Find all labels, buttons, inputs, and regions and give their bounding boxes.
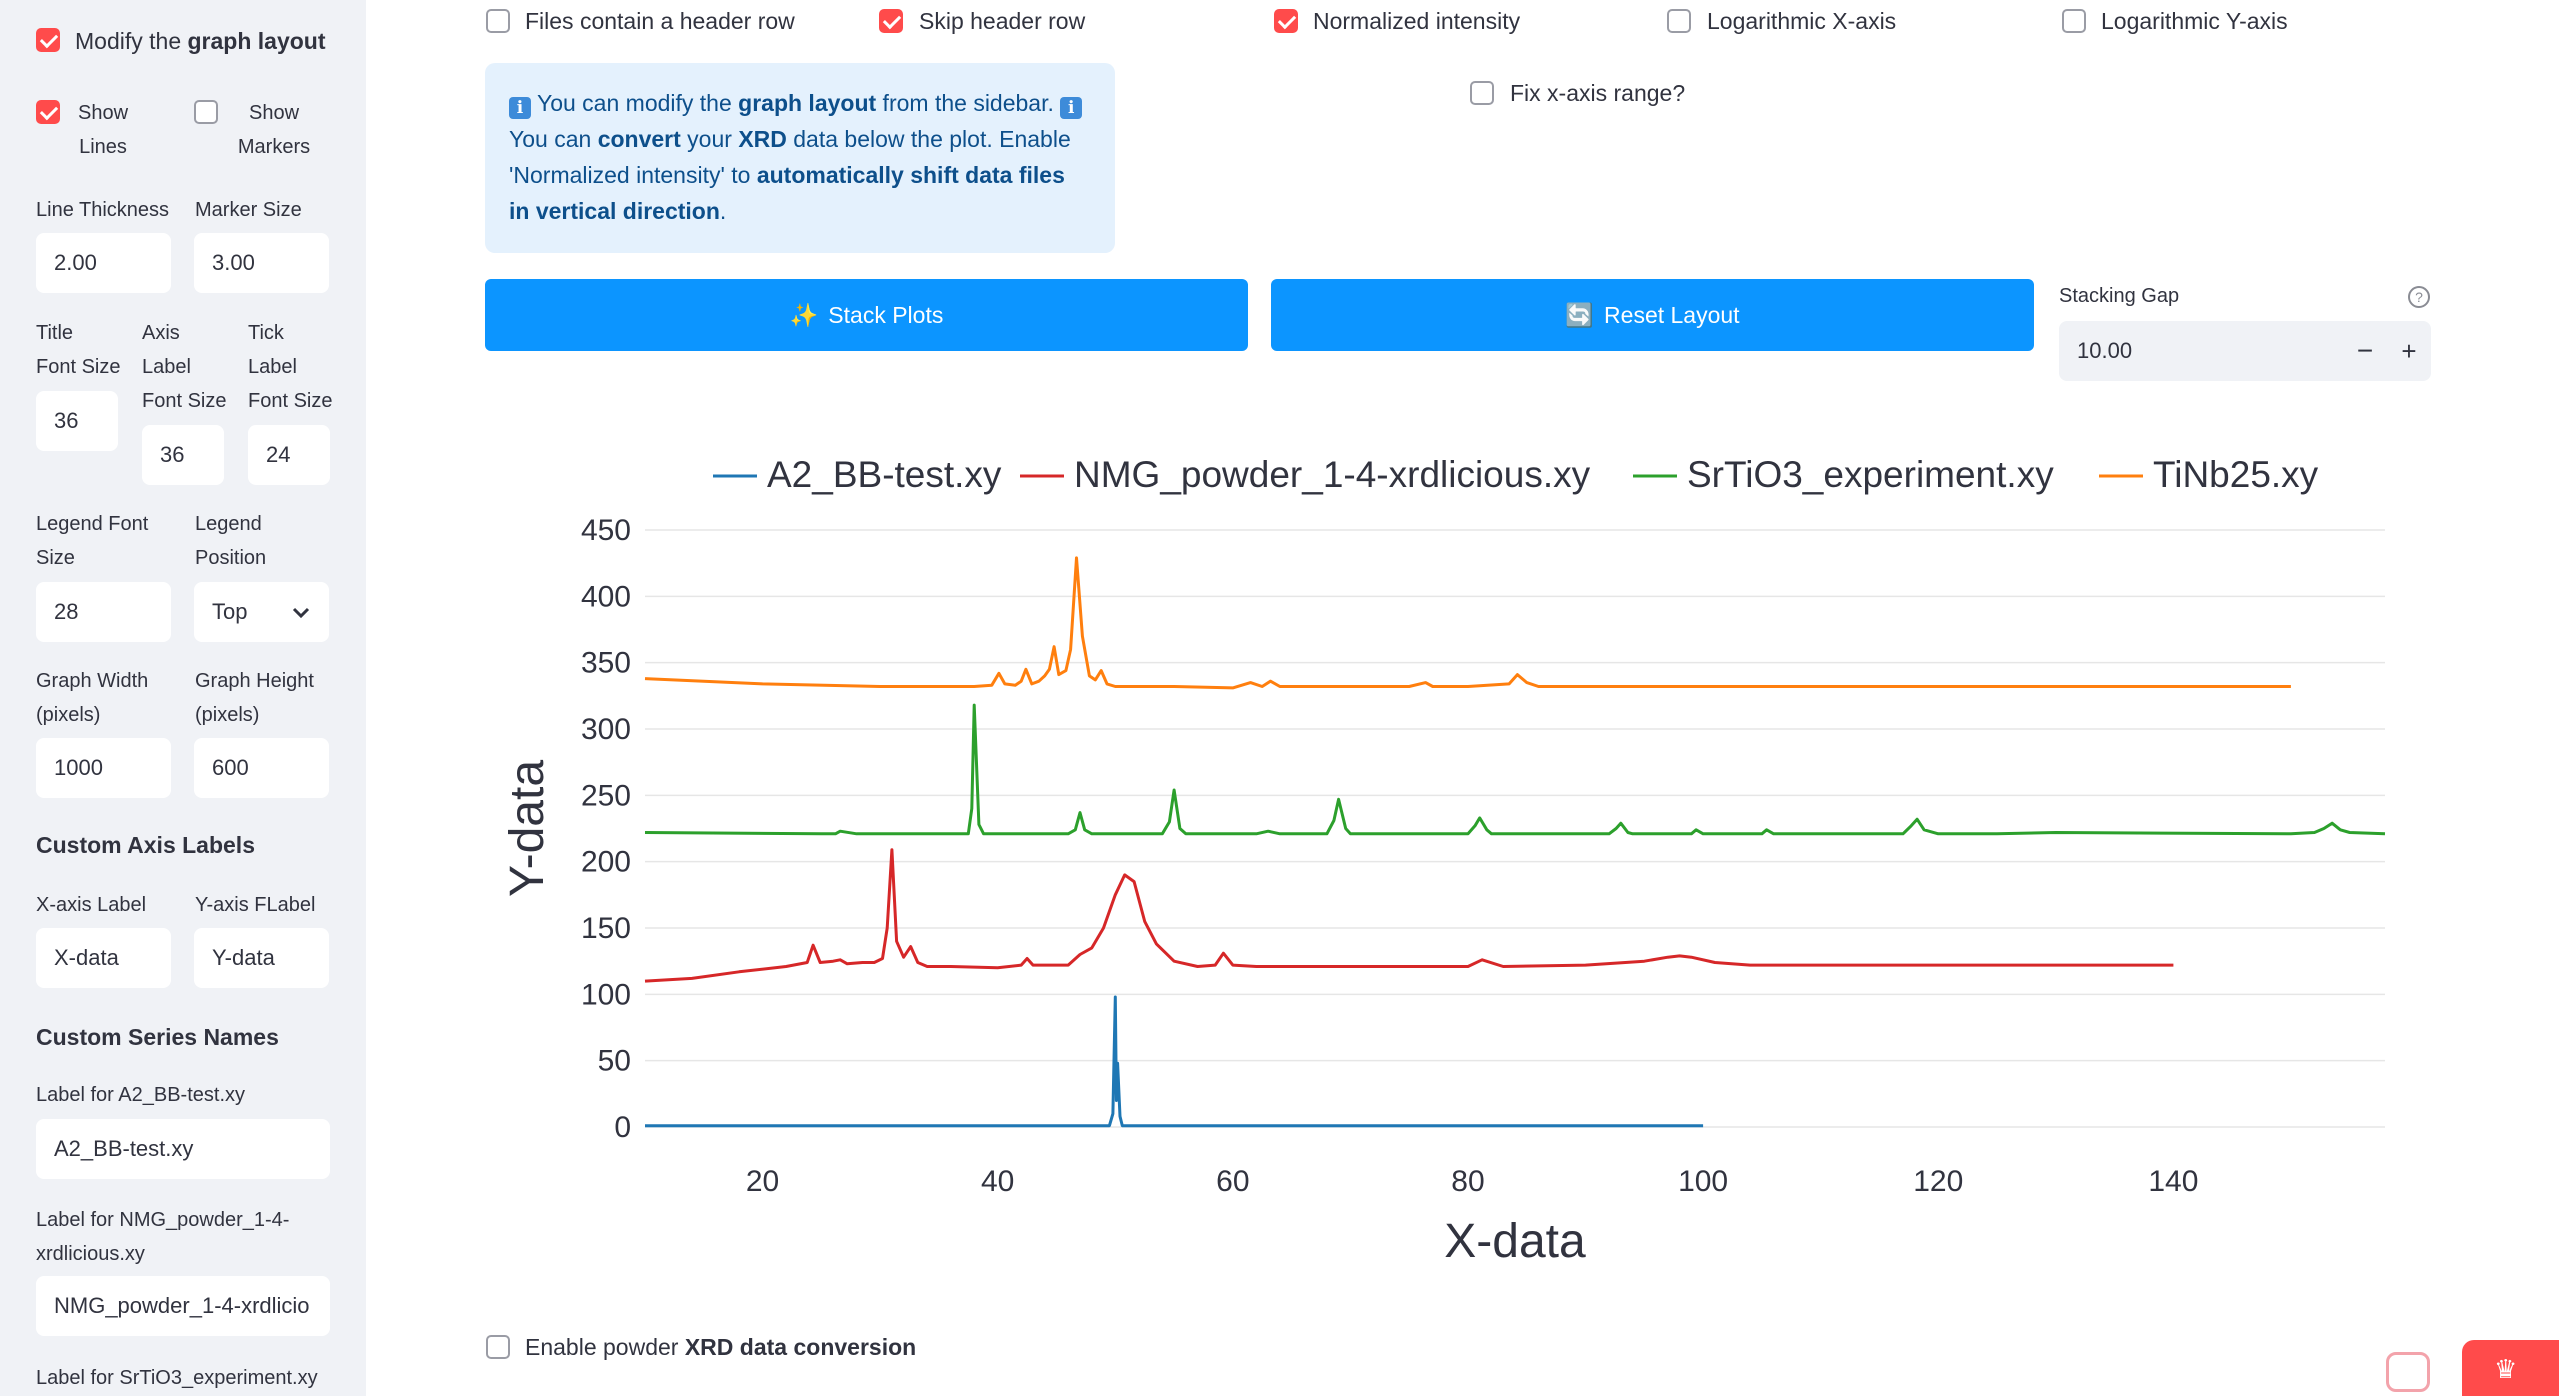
tick-label-font-size-input[interactable]: 24 [248,425,330,485]
info-box: ℹ You can modify the graph layout from t… [485,63,1115,253]
log-y-label: Logarithmic Y-axis [2101,8,2288,34]
fix-x-range-label: Fix x-axis range? [1510,80,1686,106]
decrement-button[interactable]: − [2356,335,2374,366]
x-tick-label: 40 [981,1165,1014,1198]
legend-position-select[interactable]: Top [194,582,329,642]
title-font-size-label: Title Font Size [36,322,121,378]
y-axis-label: Y-data [501,760,554,897]
sidebar: Modify the graph layout Show Lines Show Ma… [0,0,366,1396]
legend-entry: NMG_powder_1-4-xrdlicious.xy [1074,454,1591,495]
stack-plots-button[interactable]: ✨ Stack Plots [485,279,1248,351]
increment-button[interactable]: + [2401,336,2417,366]
reset-layout-button[interactable]: 🔄 Reset Layout [1271,279,2034,351]
assistant-icon[interactable] [2386,1352,2430,1392]
sparkles-icon: ✨ [789,302,819,328]
y-tick-label: 50 [598,1045,631,1078]
axis-label-font-size-label: Axis Label Font Size [142,322,227,412]
x-tick-label: 20 [746,1165,779,1198]
normalized-intensity-label: Normalized intensity [1313,8,1521,34]
legend-entry: SrTiO3_experiment.xy [1687,454,2054,495]
nmg-series-name-input[interactable]: NMG_powder_1-4-xrdlicio [36,1276,330,1336]
x-tick-label: 140 [2148,1165,2198,1198]
enable-conversion-label: Enable powder XRD data conversion [525,1334,917,1360]
skip-header-label: Skip header row [919,8,1086,34]
graph-height-label: Graph Height (pixels) [195,670,314,726]
y-axis-label-caption: Y-axis FLabel [195,894,316,916]
title-font-size-input[interactable]: 36 [36,391,118,451]
show-lines-label: Show Lines [77,102,129,158]
x-tick-label: 120 [1913,1165,1963,1198]
modify-layout-checkbox[interactable] [36,28,60,52]
info-icon: ℹ [509,97,531,119]
stacking-gap-input[interactable]: 10.00 − + [2059,321,2431,381]
skip-header-checkbox[interactable] [879,9,903,33]
graph-width-label: Graph Width (pixels) [36,670,149,726]
log-x-checkbox[interactable] [1667,9,1691,33]
log-y-checkbox[interactable] [2062,9,2086,33]
line-thickness-label: Line Thickness [36,199,170,221]
x-tick-label: 100 [1678,1165,1728,1198]
srtio3-series-label-caption: Label for SrTiO3_experiment.xy [36,1367,318,1389]
x-tick-label: 80 [1451,1165,1484,1198]
a2-series-label-caption: Label for A2_BB-test.xy [36,1084,246,1106]
line-thickness-input[interactable]: 2.00 [36,233,171,293]
legend-position-label: Legend Position [195,513,267,569]
y-axis-label-input[interactable]: Y-data [194,928,329,988]
normalized-intensity-checkbox[interactable] [1274,9,1298,33]
y-tick-label: 150 [581,912,631,945]
stacking-gap-label: Stacking Gap [2059,285,2180,307]
refresh-icon: 🔄 [1565,302,1595,328]
y-tick-label: 200 [581,846,631,879]
graph-width-input[interactable]: 1000 [36,738,171,798]
header-row-checkbox[interactable] [486,9,510,33]
fix-x-range-checkbox[interactable] [1470,81,1494,105]
enable-conversion-checkbox[interactable] [486,1335,510,1359]
marker-size-input[interactable]: 3.00 [194,233,329,293]
crown-icon: ♛ [2494,1354,2518,1384]
custom-series-names-heading: Custom Series Names [36,1024,279,1050]
legend-font-size-label: Legend Font Size [36,513,149,569]
a2-series-name-input[interactable]: A2_BB-test.xy [36,1119,330,1179]
log-x-label: Logarithmic X-axis [1707,8,1897,34]
modify-layout-label: Modify the graph layout [75,28,326,54]
legend-entry: TiNb25.xy [2153,454,2319,495]
marker-size-label: Marker Size [195,199,302,221]
y-tick-label: 400 [581,580,631,613]
chevron-down-icon [292,607,310,619]
nmg-series-label-caption: Label for NMG_powder_1-4- xrdlicious.xy [36,1209,290,1265]
streamlit-badge[interactable]: ♛ [2462,1340,2559,1396]
axis-label-font-size-input[interactable]: 36 [142,425,224,485]
y-tick-label: 250 [581,779,631,812]
series-line-3 [644,556,2291,690]
series-line-0 [645,995,1704,1128]
show-markers-checkbox[interactable] [194,100,218,124]
show-markers-label: Show Markers [237,102,311,158]
y-tick-label: 350 [581,647,631,680]
legend-entry: A2_BB-test.xy [767,454,1002,495]
custom-axis-labels-heading: Custom Axis Labels [36,832,255,858]
x-axis-label: X-data [1444,1215,1586,1268]
xrd-chart: 0 50 100 150 200 250 300 350 400 450 20 40 60 80 100 12… [501,454,2386,1268]
info-icon: ℹ [1060,97,1083,119]
help-icon[interactable]: ? [2408,286,2430,308]
show-lines-checkbox[interactable] [36,100,60,124]
stacking-gap-value[interactable]: 10.00 [2077,338,2133,363]
y-tick-label: 300 [581,713,631,746]
y-tick-label: 100 [581,978,631,1011]
y-tick-label: 450 [581,514,631,547]
x-axis-label-input[interactable]: X-data [36,928,171,988]
series-line-1 [644,848,2174,983]
graph-height-input[interactable]: 600 [194,738,329,798]
x-axis-label-caption: X-axis Label [36,894,147,916]
y-tick-label: 0 [614,1111,631,1144]
header-row-label: Files contain a header row [525,8,795,34]
x-tick-label: 60 [1216,1165,1249,1198]
series-line-2 [644,703,2386,836]
legend-font-size-input[interactable]: 28 [36,582,171,642]
tick-label-font-size-label: Tick Label Font Size [248,322,333,412]
